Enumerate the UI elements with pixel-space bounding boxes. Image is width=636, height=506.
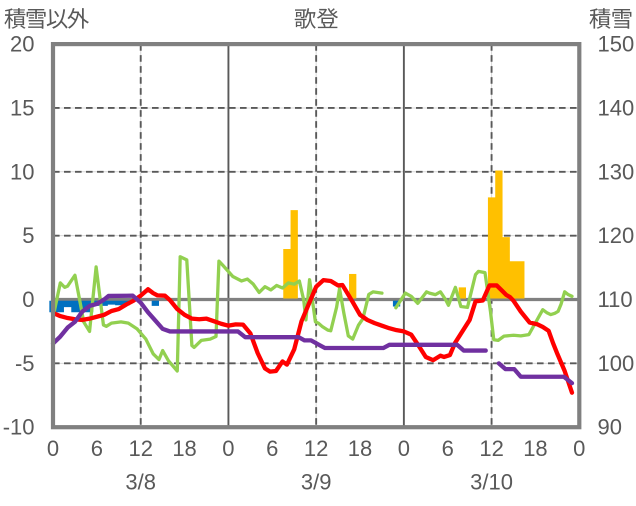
svg-text:100: 100: [598, 351, 635, 376]
svg-text:3/9: 3/9: [301, 469, 332, 494]
svg-text:3/10: 3/10: [470, 469, 513, 494]
svg-text:12: 12: [479, 436, 503, 461]
svg-text:0: 0: [22, 287, 34, 312]
svg-text:0: 0: [573, 436, 585, 461]
svg-text:0: 0: [47, 436, 59, 461]
svg-text:3/8: 3/8: [125, 469, 156, 494]
svg-text:6: 6: [91, 436, 103, 461]
svg-text:18: 18: [172, 436, 196, 461]
svg-text:18: 18: [523, 436, 547, 461]
svg-text:110: 110: [598, 287, 633, 312]
svg-text:12: 12: [128, 436, 152, 461]
svg-text:140: 140: [598, 96, 635, 121]
svg-text:6: 6: [266, 436, 278, 461]
svg-text:120: 120: [598, 223, 635, 248]
svg-text:-10: -10: [3, 415, 35, 440]
svg-text:18: 18: [348, 436, 372, 461]
svg-text:15: 15: [10, 96, 34, 121]
svg-text:20: 20: [10, 32, 34, 57]
svg-text:-5: -5: [15, 351, 35, 376]
svg-text:0: 0: [222, 436, 234, 461]
svg-text:5: 5: [22, 223, 34, 248]
svg-text:12: 12: [304, 436, 328, 461]
svg-text:10: 10: [10, 159, 34, 184]
svg-text:0: 0: [398, 436, 410, 461]
svg-text:150: 150: [598, 32, 635, 57]
svg-text:6: 6: [442, 436, 454, 461]
svg-text:130: 130: [598, 159, 635, 184]
svg-text:90: 90: [598, 415, 622, 440]
